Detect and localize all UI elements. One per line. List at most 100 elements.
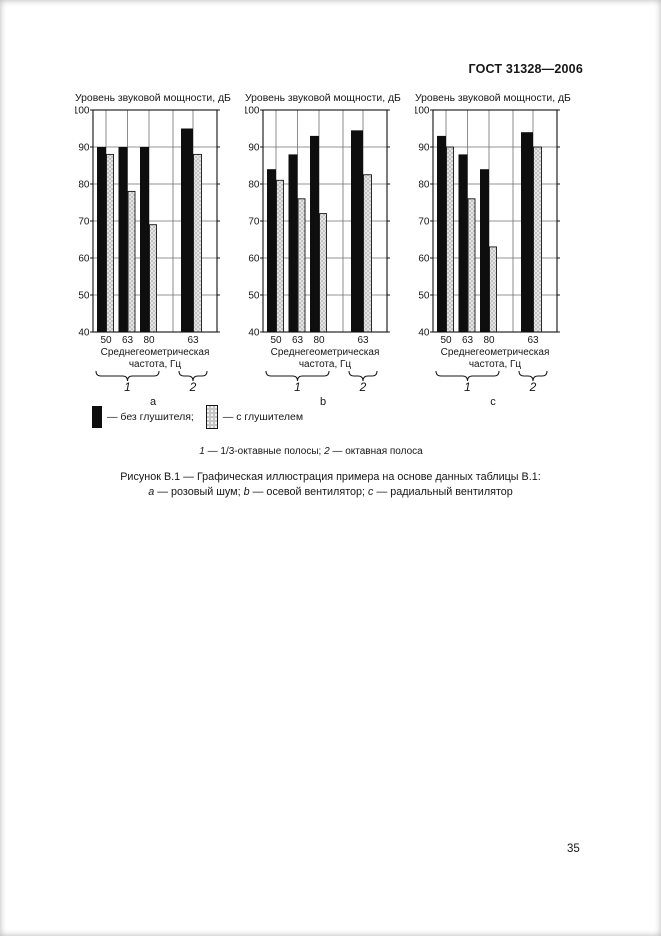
footnote-text-1: — 1/3-октавные полосы;: [204, 446, 325, 457]
bar-without-silencer: [140, 147, 149, 332]
band-group-brace: [435, 370, 500, 382]
y-tick-label: 70: [418, 217, 430, 228]
y-tick-label: 50: [248, 291, 260, 302]
x-tick-label: 63: [187, 335, 199, 346]
y-tick-label: 80: [248, 180, 260, 191]
subfigure-letter: а: [150, 396, 157, 408]
y-tick-label: 60: [78, 254, 90, 265]
chart-b-axial-fan: Уровень звуковой мощности, дБ 40 50 60 70 80 9…: [245, 93, 401, 408]
figure-charts-row: Уровень звуковой мощности, дБ 40 50 60 70 80 9…: [75, 90, 585, 408]
chart-c-radial-fan: Уровень звуковой мощности, дБ 40 50 60 70 80 9…: [415, 93, 571, 408]
y-tick-label: 80: [78, 180, 90, 191]
x-tick-label: 63: [122, 335, 134, 346]
bar-without-silencer: [288, 154, 298, 332]
chart-a-pink-noise: Уровень звуковой мощности, дБ 40 50 60 70 80 9…: [75, 93, 231, 408]
bar-without-silencer: [310, 135, 319, 332]
y-tick-label: 100: [415, 106, 430, 117]
group-label-third-octave: 1: [464, 380, 471, 394]
x-tick-label: 80: [483, 335, 495, 346]
subfigure-letter: с: [490, 396, 496, 408]
subfigure-letter: b: [320, 396, 326, 408]
y-tick-label: 50: [418, 291, 430, 302]
bar-without-silencer: [521, 132, 533, 332]
bar-without-silencer: [480, 169, 489, 332]
bar-with-silencer: [127, 190, 136, 333]
group-label-third-octave: 1: [124, 380, 131, 394]
bar-without-silencer: [97, 147, 106, 332]
y-tick-label: 40: [418, 328, 430, 339]
y-tick-label: 70: [248, 217, 260, 228]
bar-with-silencer: [363, 174, 372, 333]
y-tick-label: 60: [418, 254, 430, 265]
bar-without-silencer: [181, 128, 193, 332]
y-tick-label: 40: [78, 328, 90, 339]
band-group-brace: [348, 370, 378, 382]
bar-with-silencer: [533, 146, 542, 333]
x-axis-label-line1: Среднегеометрическая: [101, 347, 210, 358]
y-tick-label: 90: [418, 143, 430, 154]
y-tick-label: 100: [75, 106, 90, 117]
x-tick-label: 63: [527, 335, 539, 346]
figure-footnote: 1 — 1/3-октавные полосы; 2 — октавная по…: [0, 446, 622, 457]
group-label-octave: 2: [359, 380, 367, 394]
band-group-brace: [518, 370, 548, 382]
figure-legend: — без глушителя; — с глушителем: [92, 405, 303, 429]
x-axis-label-line2: частота, Гц: [129, 359, 182, 370]
band-group-brace: [95, 370, 160, 382]
document-header: ГОСТ 31328—2006: [468, 62, 583, 76]
bar-without-silencer: [118, 147, 128, 332]
footnote-marker-1: 1: [199, 446, 205, 457]
chart-title: Уровень звуковой мощности, дБ: [75, 93, 231, 104]
footnote-marker-2: 2: [324, 446, 330, 457]
legend-label-without-silencer: — без глушителя;: [107, 411, 194, 423]
bar-without-silencer: [437, 135, 446, 332]
group-label-third-octave: 1: [294, 380, 301, 394]
page-number: 35: [567, 843, 580, 855]
bar-without-silencer: [267, 169, 276, 332]
x-tick-label: 63: [292, 335, 304, 346]
y-tick-label: 100: [245, 106, 260, 117]
chart-title: Уровень звуковой мощности, дБ: [245, 93, 401, 104]
x-tick-label: 63: [357, 335, 369, 346]
y-tick-label: 50: [78, 291, 90, 302]
bar-without-silencer: [351, 130, 363, 332]
figure-caption-line2: а — розовый шум; b — осевой вентилятор; …: [148, 486, 513, 498]
bar-with-silencer: [467, 198, 476, 333]
bar-with-silencer: [489, 246, 497, 333]
x-axis-label-line2: частота, Гц: [299, 359, 352, 370]
x-axis-label-line2: частота, Гц: [469, 359, 522, 370]
bar-with-silencer: [446, 146, 454, 333]
y-tick-label: 70: [78, 217, 90, 228]
band-group-brace: [265, 370, 330, 382]
group-label-octave: 2: [529, 380, 537, 394]
x-axis-label-line1: Среднегеометрическая: [271, 347, 380, 358]
y-tick-label: 80: [418, 180, 430, 191]
bar-without-silencer: [458, 154, 468, 332]
bar-with-silencer: [319, 213, 327, 333]
y-tick-label: 60: [248, 254, 260, 265]
x-tick-label: 80: [313, 335, 325, 346]
figure-caption: Рисунок В.1 — Графическая иллюстрация пр…: [0, 470, 661, 500]
legend-swatch-with-silencer: [205, 405, 218, 429]
x-tick-label: 50: [440, 335, 452, 346]
x-tick-label: 50: [100, 335, 112, 346]
x-tick-label: 63: [462, 335, 474, 346]
group-label-octave: 2: [189, 380, 197, 394]
footnote-text-2: — октавная полоса: [329, 446, 423, 457]
bar-with-silencer: [297, 198, 306, 333]
y-tick-label: 40: [248, 328, 260, 339]
x-axis-label-line1: Среднегеометрическая: [441, 347, 550, 358]
bar-with-silencer: [106, 153, 114, 333]
x-tick-label: 50: [270, 335, 282, 346]
band-group-brace: [178, 370, 208, 382]
figure-caption-line1: Рисунок В.1 — Графическая иллюстрация пр…: [120, 471, 541, 483]
x-tick-label: 80: [143, 335, 155, 346]
bar-with-silencer: [149, 224, 157, 333]
y-tick-label: 90: [248, 143, 260, 154]
bar-with-silencer: [193, 153, 202, 333]
bar-with-silencer: [276, 179, 284, 333]
legend-label-with-silencer: — с глушителем: [222, 411, 304, 423]
chart-title: Уровень звуковой мощности, дБ: [415, 93, 571, 104]
y-tick-label: 90: [78, 143, 90, 154]
